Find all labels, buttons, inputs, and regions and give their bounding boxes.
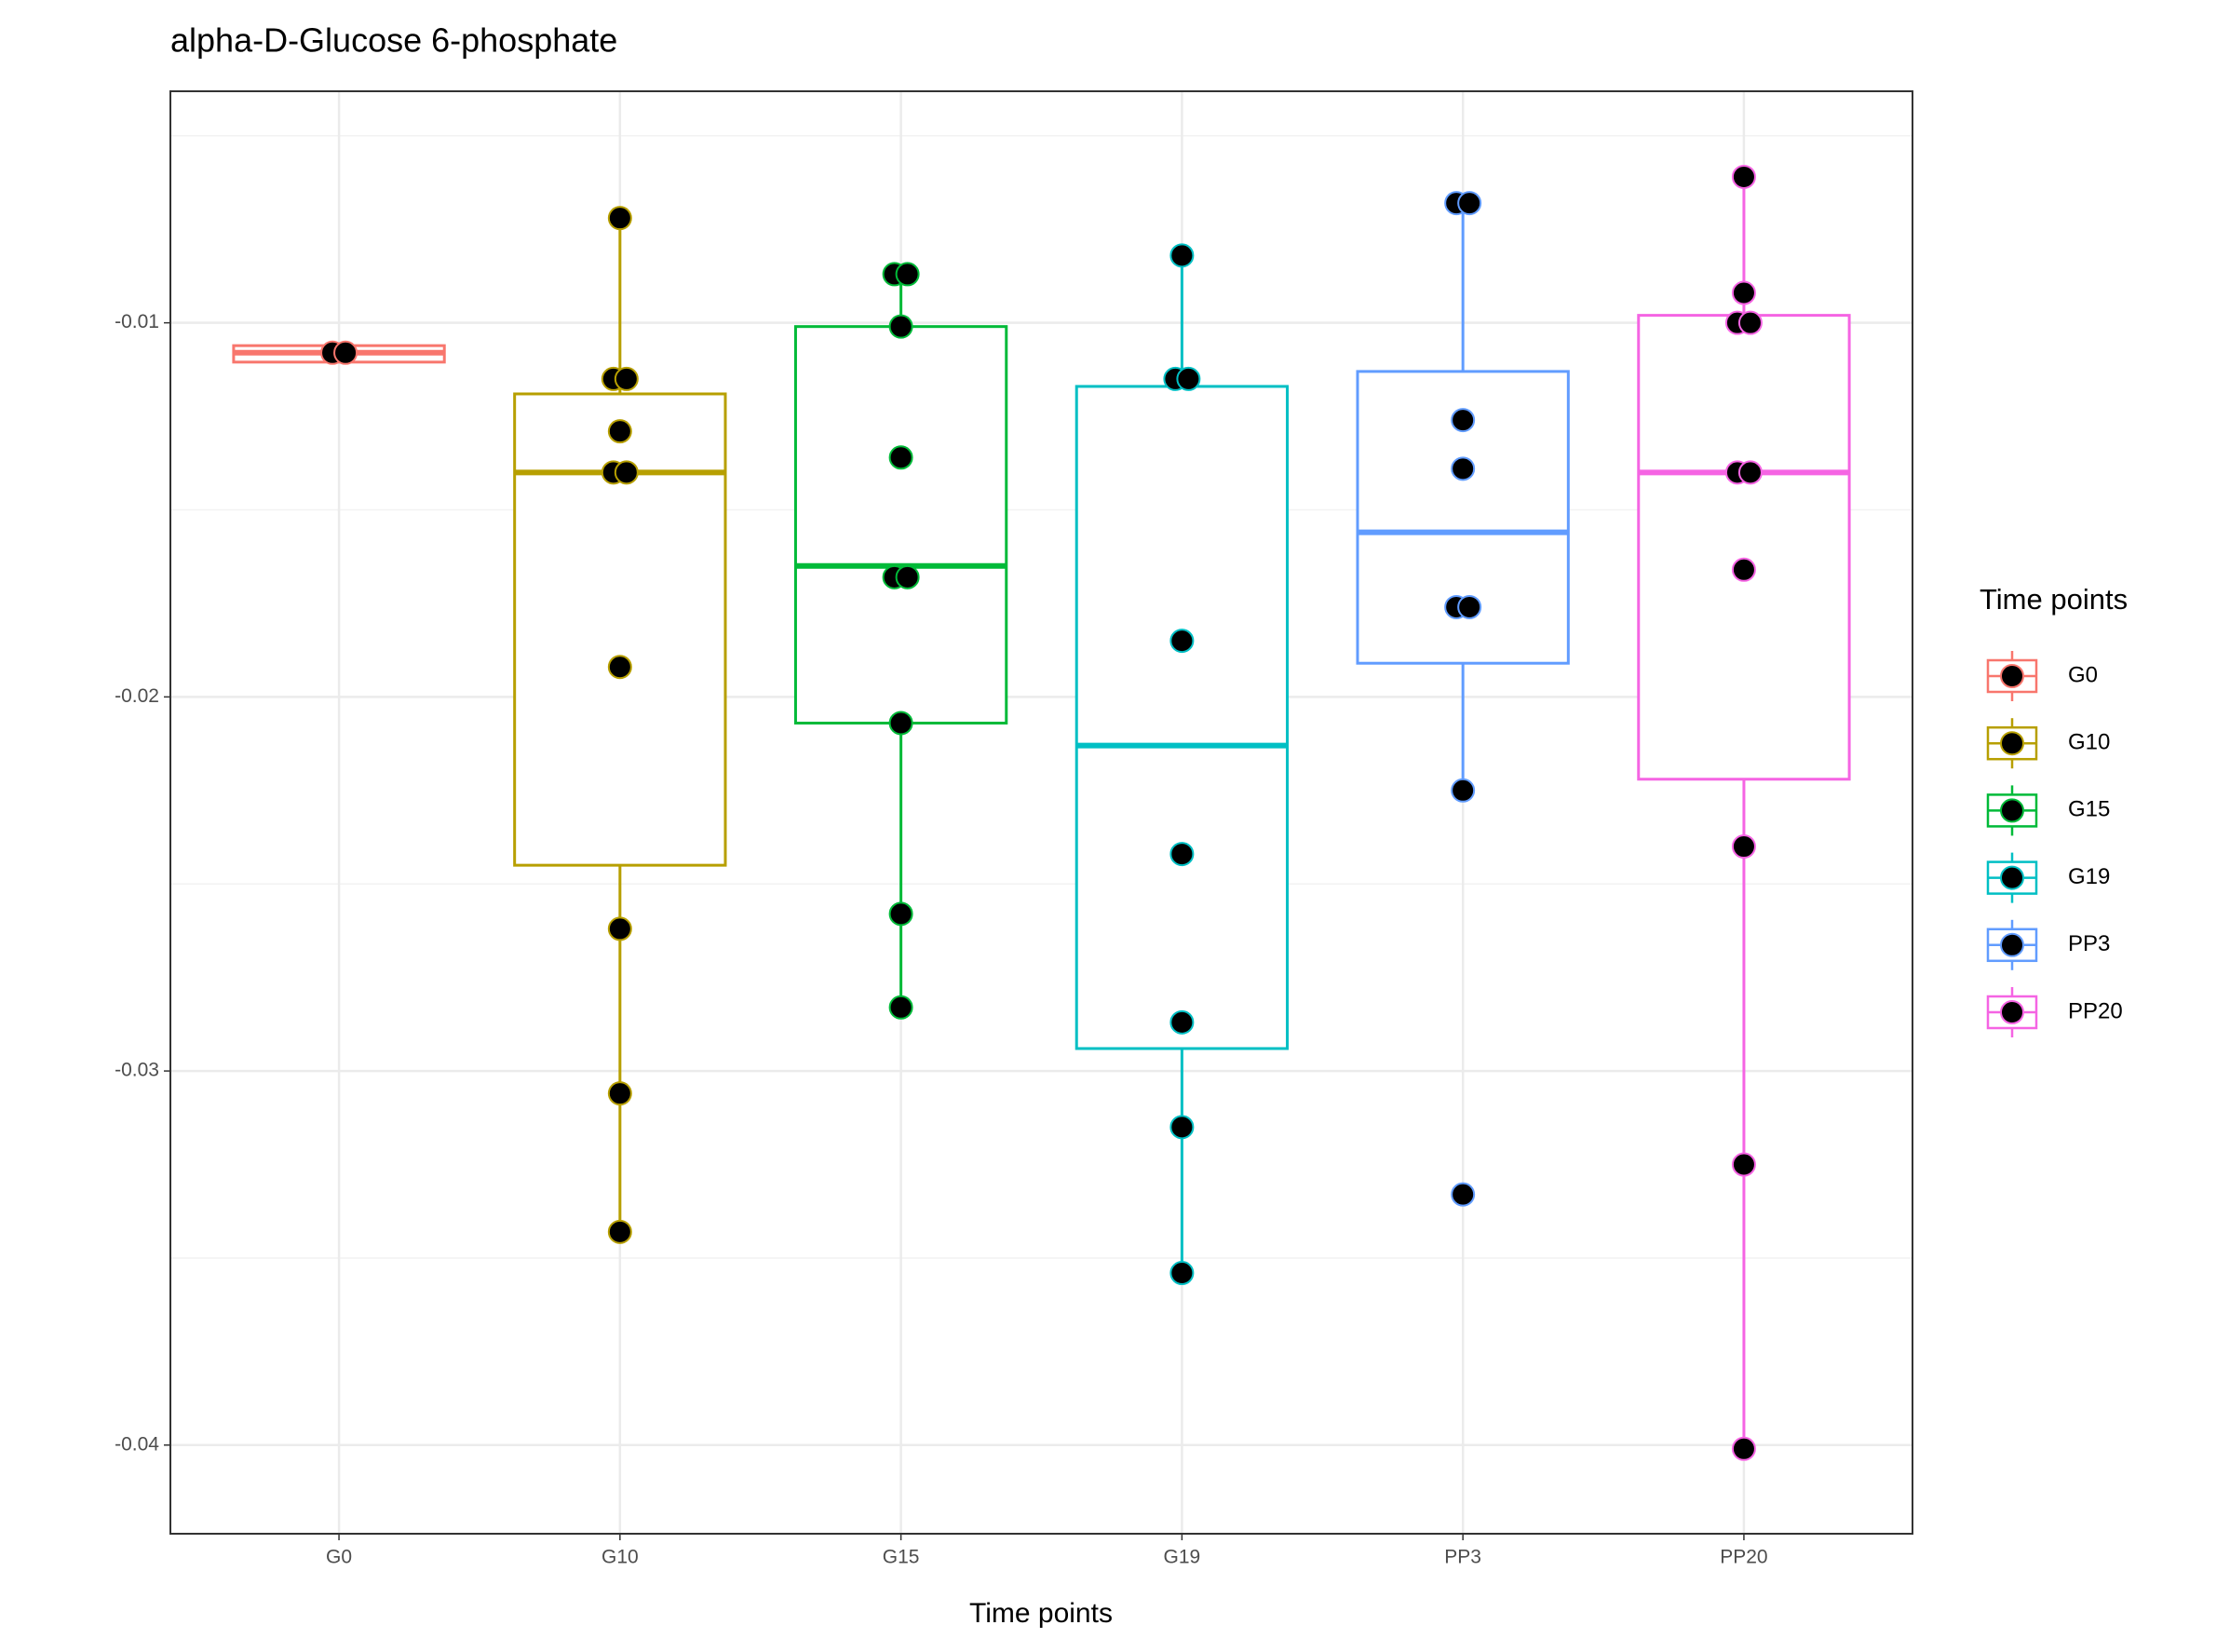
point xyxy=(1169,1261,1195,1286)
point xyxy=(1451,408,1476,433)
point xyxy=(1176,366,1201,391)
x-tick-label: G0 xyxy=(326,1547,352,1568)
point xyxy=(888,901,913,927)
x-tick-label: G15 xyxy=(883,1547,920,1568)
x-tick-label: G10 xyxy=(601,1547,639,1568)
legend-title: Time points xyxy=(1980,583,2128,616)
point xyxy=(895,564,920,589)
point xyxy=(1731,1152,1756,1177)
point xyxy=(1737,310,1763,335)
point xyxy=(333,340,358,365)
point xyxy=(1169,629,1195,654)
point xyxy=(888,445,913,470)
point xyxy=(1737,460,1763,485)
legend-key-point xyxy=(2000,798,2024,823)
point xyxy=(1457,191,1482,216)
point xyxy=(607,916,632,941)
point xyxy=(607,655,632,680)
point xyxy=(1731,164,1756,189)
point xyxy=(1731,1436,1756,1461)
point xyxy=(1457,594,1482,619)
point xyxy=(1731,834,1756,860)
legend-key-point xyxy=(2000,865,2024,890)
point xyxy=(607,1219,632,1244)
point xyxy=(1169,243,1195,268)
y-tick-label: -0.03 xyxy=(115,1060,159,1081)
x-tick-label: G19 xyxy=(1164,1547,1201,1568)
box xyxy=(1074,385,1290,1050)
panel-border xyxy=(169,90,1913,1535)
legend-label: PP3 xyxy=(2068,931,2110,956)
point xyxy=(895,262,920,287)
legend-key-point xyxy=(2000,932,2024,957)
y-tick-label: -0.02 xyxy=(115,685,159,707)
box xyxy=(1637,314,1851,781)
point xyxy=(607,206,632,231)
point xyxy=(1169,842,1195,867)
legend-key-point xyxy=(2000,1000,2024,1024)
chart-title: alpha-D-Glucose 6-phosphate xyxy=(170,21,617,60)
point xyxy=(1169,1115,1195,1140)
legend-label: G0 xyxy=(2068,662,2098,687)
legend-label: G10 xyxy=(2068,730,2110,755)
x-tick-label: PP20 xyxy=(1720,1547,1767,1568)
point xyxy=(1731,557,1756,582)
point xyxy=(1451,456,1476,481)
point xyxy=(1169,1009,1195,1035)
legend-label: G15 xyxy=(2068,797,2110,822)
x-tick-label: PP3 xyxy=(1444,1547,1481,1568)
box xyxy=(793,325,1008,724)
point xyxy=(607,419,632,444)
point xyxy=(1451,1182,1476,1207)
point xyxy=(888,711,913,736)
legend-label: G19 xyxy=(2068,864,2110,889)
point xyxy=(888,995,913,1020)
point xyxy=(1451,778,1476,803)
legend-key-point xyxy=(2000,731,2024,756)
point xyxy=(888,314,913,339)
legend-label: PP20 xyxy=(2068,998,2123,1023)
point xyxy=(607,1081,632,1106)
legend-key-point xyxy=(2000,664,2024,688)
point xyxy=(1731,280,1756,305)
x-axis-title: Time points xyxy=(969,1598,1113,1629)
y-tick-label: -0.04 xyxy=(115,1433,159,1455)
point xyxy=(614,366,639,391)
point xyxy=(614,460,639,485)
y-tick-label: -0.01 xyxy=(115,311,159,332)
